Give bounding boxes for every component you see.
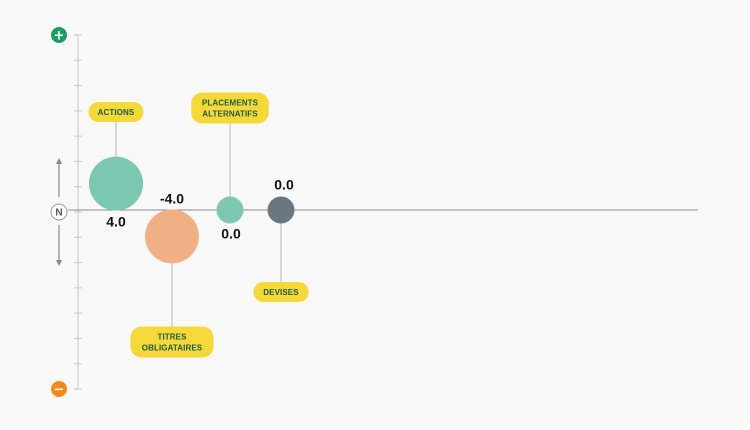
- devises-value-label: 0.0: [274, 177, 294, 193]
- placements-alternatifs-tag: PLACEMENTS ALTERNATIFS: [191, 92, 269, 124]
- titres-obligataires-tag: TITRES OBLIGATAIRES: [130, 326, 214, 358]
- positive-cap-icon: +: [51, 27, 67, 44]
- negative-cap-label: −: [54, 383, 65, 398]
- actions-tag: ACTIONS: [88, 102, 144, 122]
- neutral-marker: [50, 203, 68, 221]
- actions-tag-text: ACTIONS: [98, 108, 135, 117]
- positive-cap-label: +: [54, 29, 65, 44]
- devises-tag: DEVISES: [253, 282, 309, 302]
- devises-bubble: [267, 196, 295, 224]
- up-arrow-icon: [56, 158, 62, 164]
- placements-alternatifs-tag-text: PLACEMENTS: [202, 99, 259, 108]
- negative-cap-circle: [51, 381, 67, 397]
- titres-obligataires-value-label: -4.0: [160, 190, 184, 206]
- actions-bubble: [89, 156, 143, 211]
- actions-tag-pill: [88, 102, 144, 122]
- devises-tag-pill: [253, 282, 309, 302]
- labels: 4.0 ACTIONS -4.0 TITRES OBLIGATAIRES 0.0 PLACE…: [88, 92, 309, 358]
- titres-obligataires-bubble: [145, 209, 199, 264]
- bubbles: [89, 156, 295, 264]
- placements-alternatifs-value-label: 0.0: [221, 226, 241, 242]
- down-arrow-icon: [56, 260, 62, 266]
- titres-obligataires-tag-text: TITRES: [157, 333, 187, 342]
- placements-alternatifs-tag-pill: [191, 92, 269, 124]
- titres-obligataires-tag-text: OBLIGATAIRES: [142, 344, 203, 353]
- actions-value-label: 4.0: [106, 214, 126, 230]
- devises-tag-text: DEVISES: [263, 288, 299, 297]
- positive-cap-circle: [51, 27, 67, 43]
- negative-cap-icon: −: [51, 381, 67, 398]
- titres-obligataires-tag-pill: [130, 326, 214, 358]
- placements-alternatifs-bubble: [216, 196, 244, 224]
- neutral-label: N: [55, 208, 62, 219]
- placements-alternatifs-tag-text: ALTERNATIFS: [202, 110, 258, 119]
- connector-lines: [115, 108, 282, 342]
